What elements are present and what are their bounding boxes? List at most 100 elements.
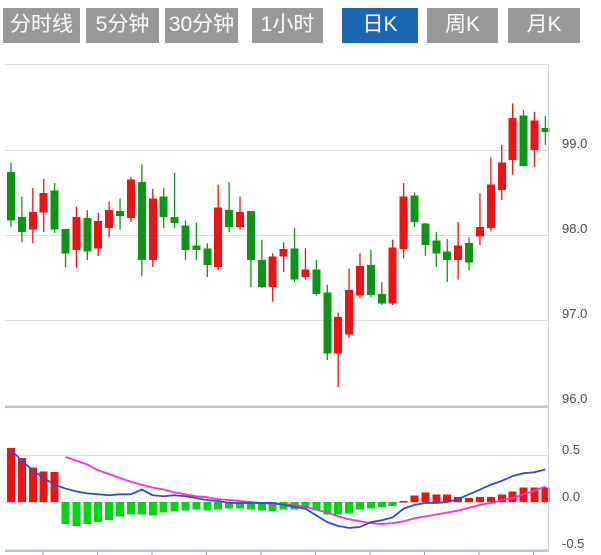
macd-bar — [83, 502, 92, 525]
macd-bar — [301, 502, 310, 509]
macd-axis-label: 0.5 — [562, 442, 581, 457]
candlestick-series — [7, 103, 550, 388]
candle-body — [475, 227, 484, 237]
macd-bar — [465, 498, 474, 502]
macd-bar — [192, 502, 201, 510]
candle-body — [170, 216, 179, 223]
candle-body — [399, 196, 408, 250]
candle-body — [116, 210, 125, 217]
macd-bar — [257, 502, 266, 511]
macd-bar — [170, 502, 179, 512]
macd-bar — [148, 502, 157, 516]
candle-body — [94, 221, 103, 249]
macd-bar — [236, 502, 245, 509]
timeframe-tabs: 分时线 5分钟 30分钟 1小时 日K 周K 月K — [0, 8, 601, 43]
candle-body — [465, 243, 474, 263]
macd-bar — [214, 502, 223, 510]
macd-bar — [355, 502, 364, 510]
tab-monthly-k[interactable]: 月K — [508, 8, 580, 43]
candle-body — [345, 289, 354, 335]
candle-body — [181, 225, 190, 250]
candle-body — [39, 193, 48, 213]
candle-body — [50, 190, 59, 230]
macd-bar — [94, 502, 103, 523]
dif-line — [10, 449, 546, 529]
candle-body — [17, 216, 26, 233]
candle-body — [28, 211, 37, 230]
macd-bar — [159, 502, 168, 513]
candle-body — [334, 316, 343, 354]
candle-body — [268, 256, 277, 288]
candle-body — [432, 240, 441, 254]
candle-body — [225, 210, 234, 228]
macd-bar — [39, 471, 48, 502]
macd-bar — [50, 472, 59, 502]
macd-bar — [116, 502, 125, 517]
candle-body — [148, 198, 157, 261]
candle-body — [355, 266, 364, 296]
price-axis-label: 96.0 — [562, 391, 588, 406]
candle-body — [203, 248, 212, 266]
tab-1hour[interactable]: 1小时 — [252, 8, 323, 43]
tab-daily-k[interactable]: 日K — [342, 8, 418, 43]
candle-body — [214, 207, 223, 267]
candle-body — [388, 247, 397, 304]
dea-line — [65, 456, 546, 525]
macd-bar — [377, 502, 386, 507]
price-axis-label: 98.0 — [562, 221, 588, 236]
macd-bar — [312, 502, 321, 511]
tab-timeline-minute[interactable]: 分时线 — [3, 8, 80, 43]
macd-bar — [105, 502, 114, 521]
tab-30min[interactable]: 30分钟 — [165, 8, 238, 43]
tab-5min[interactable]: 5分钟 — [86, 8, 159, 43]
candle-body — [72, 216, 81, 250]
macd-bar — [475, 497, 484, 502]
macd-bar — [443, 494, 452, 502]
macd-bar — [246, 502, 255, 510]
macd-bar — [421, 492, 430, 502]
tab-weekly-k[interactable]: 周K — [427, 8, 498, 43]
candle-body — [257, 260, 266, 288]
candle-body — [7, 172, 15, 221]
candle-body — [105, 210, 114, 228]
candle-body — [290, 248, 299, 280]
macd-bar — [268, 502, 277, 512]
macd-bar — [399, 501, 408, 503]
candle-body — [497, 162, 506, 190]
axes — [5, 64, 549, 555]
candle-body — [454, 245, 463, 261]
macd-bar — [61, 502, 70, 525]
candle-body — [377, 293, 386, 304]
candle-body — [323, 292, 332, 354]
macd-bar — [28, 467, 37, 502]
candle-body — [508, 117, 517, 161]
candle-body — [61, 228, 70, 254]
candle-body — [443, 251, 452, 261]
macd-bar — [334, 502, 343, 515]
macd-bar — [530, 487, 539, 502]
candle-body — [279, 249, 288, 257]
macd-histogram — [7, 448, 550, 526]
macd-axis-label: -0.5 — [562, 536, 585, 551]
candle-body — [192, 245, 201, 250]
macd-bar — [137, 502, 146, 515]
macd-bar — [290, 502, 299, 510]
price-axis-label: 99.0 — [562, 136, 588, 151]
macd-bar — [17, 457, 26, 502]
macd-bar — [181, 502, 190, 511]
macd-bar — [126, 502, 135, 515]
macd-bar — [279, 502, 288, 510]
macd-bar — [508, 491, 517, 502]
candle-body — [541, 127, 550, 133]
macd-bar — [345, 502, 354, 514]
macd-bar — [225, 502, 234, 509]
macd-bar — [7, 448, 15, 502]
candle-body — [126, 179, 135, 218]
macd-bar — [323, 502, 332, 515]
candle-body — [312, 269, 321, 294]
candle-body — [83, 217, 92, 252]
candle-body — [410, 195, 419, 222]
candle-body — [236, 211, 245, 228]
macd-bar — [541, 487, 550, 502]
